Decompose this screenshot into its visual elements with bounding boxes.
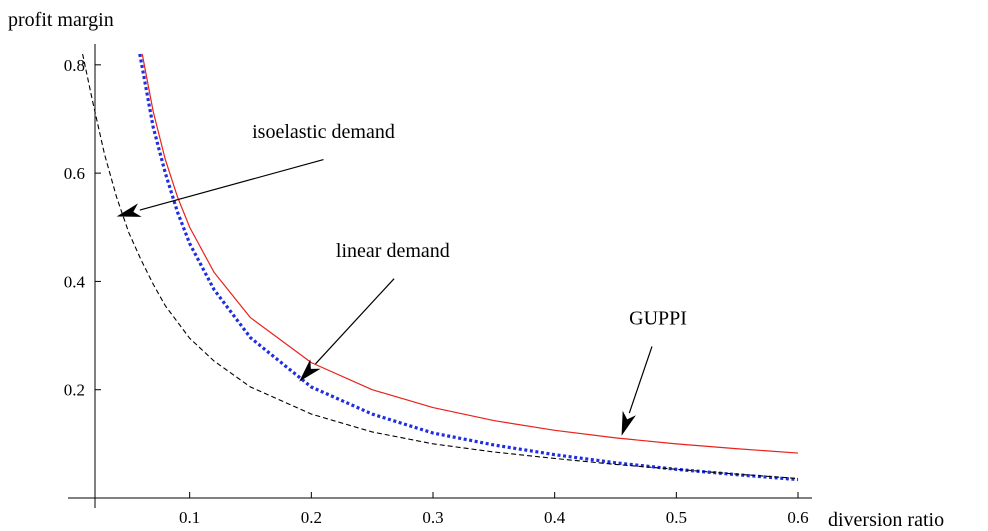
annotation-linear-demand: linear demand <box>336 240 450 262</box>
x-tick-label: 0.6 <box>787 508 808 527</box>
x-tick-label: 0.5 <box>666 508 687 527</box>
annotation-arrow-head <box>299 359 321 382</box>
x-tick-label: 0.3 <box>422 508 443 527</box>
annotation-arrow-shaft <box>628 346 653 414</box>
series-layer <box>82 53 799 482</box>
annotation-guppi: GUPPI <box>629 308 687 330</box>
x-tick-label: 0.1 <box>179 508 200 527</box>
annotation-arrow-head <box>621 410 636 436</box>
x-tick-label: 0.2 <box>301 508 322 527</box>
y-tick-label: 0.6 <box>64 164 85 183</box>
axes <box>68 44 812 508</box>
series-line-guppi <box>141 53 799 454</box>
annotation-isoelastic-demand: isoelastic demand <box>252 121 395 143</box>
annotation-layer: isoelastic demand linear demand GUPPI <box>116 121 687 436</box>
annotation-arrow-head <box>116 203 142 217</box>
series-line-linear-demand <box>138 53 799 482</box>
annotation-arrow-shaft <box>314 278 395 365</box>
y-tick-label: 0.8 <box>64 56 85 75</box>
series-line-isoelastic-demand <box>82 53 799 480</box>
x-axis-title: diversion ratio <box>828 509 944 531</box>
y-tick-label: 0.2 <box>64 381 85 400</box>
y-axis-title: profit margin <box>8 9 114 31</box>
x-tick-label: 0.4 <box>544 508 566 527</box>
ticks: 0.1 0.2 0.3 0.4 0.5 0.6 0.2 0.4 0.6 0.8 <box>64 56 809 527</box>
annotation-arrow-shaft <box>139 159 324 211</box>
y-tick-label: 0.4 <box>64 272 86 291</box>
